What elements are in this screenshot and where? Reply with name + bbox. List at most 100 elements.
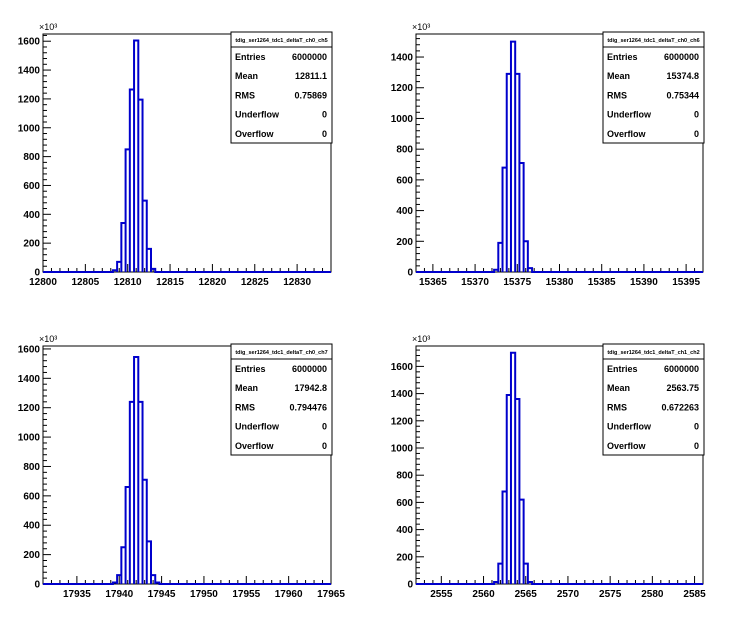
y-tick-label: 1600 bbox=[18, 37, 41, 48]
y-tick-label: 1400 bbox=[391, 53, 414, 64]
stats-value: 0.672263 bbox=[661, 402, 699, 412]
y-tick-label: 200 bbox=[396, 237, 413, 248]
y-tick-label: 1600 bbox=[18, 344, 41, 355]
y-tick-label: 1200 bbox=[391, 83, 414, 94]
stats-label: Mean bbox=[607, 383, 630, 393]
y-tick-label: 0 bbox=[34, 580, 40, 591]
x-tick-label: 15375 bbox=[503, 277, 531, 288]
x-tick-label: 12815 bbox=[156, 277, 184, 288]
x-tick-label: 12820 bbox=[199, 277, 227, 288]
stats-value: 0.75344 bbox=[666, 90, 699, 100]
x-tick-label: 12825 bbox=[241, 277, 269, 288]
stats-label: Underflow bbox=[235, 110, 280, 120]
y-tick-label: 1400 bbox=[391, 389, 414, 400]
stats-label: Underflow bbox=[607, 422, 652, 432]
stats-value: 2563.75 bbox=[666, 383, 699, 393]
y-exponent-label: ×10³ bbox=[39, 334, 57, 344]
stats-box: tdig_ser1264_tdc1_deltaT_ch0_ch5 Entries 6… bbox=[230, 31, 333, 144]
y-tick-label: 400 bbox=[23, 521, 40, 532]
stats-label: Mean bbox=[235, 383, 258, 393]
x-tick-label: 2585 bbox=[683, 589, 706, 600]
stats-label: RMS bbox=[607, 90, 627, 100]
y-tick-label: 1000 bbox=[18, 123, 41, 134]
stats-value: 0.794476 bbox=[289, 402, 327, 412]
histogram-line bbox=[416, 351, 703, 585]
x-tick-label: 17935 bbox=[63, 589, 91, 600]
y-tick-label: 400 bbox=[396, 206, 413, 217]
y-tick-label: 1200 bbox=[18, 94, 41, 105]
stats-value: 6000000 bbox=[292, 364, 327, 374]
stats-value: 6000000 bbox=[292, 52, 327, 62]
x-tick-label: 15390 bbox=[630, 277, 658, 288]
y-tick-label: 200 bbox=[396, 552, 413, 563]
stats-value: 0 bbox=[322, 422, 327, 432]
stats-label: Underflow bbox=[235, 422, 280, 432]
x-tick-label: 17950 bbox=[190, 589, 218, 600]
y-tick-label: 1000 bbox=[391, 444, 414, 455]
histogram-line bbox=[43, 39, 331, 273]
stats-box-frame bbox=[230, 343, 333, 456]
histogram-title: tdig_ser1264_tdc1_deltaT_ch0_ch7 bbox=[235, 350, 327, 356]
x-tick-label: 2575 bbox=[599, 589, 622, 600]
stats-value: 0 bbox=[694, 441, 699, 451]
y-tick-label: 1000 bbox=[391, 114, 414, 125]
y-exponent-label: ×10³ bbox=[412, 334, 430, 344]
x-tick-label: 15370 bbox=[461, 277, 489, 288]
stats-label: Overflow bbox=[235, 129, 275, 139]
stats-value: 0 bbox=[694, 422, 699, 432]
y-tick-label: 1200 bbox=[391, 416, 414, 427]
x-tick-label: 17945 bbox=[148, 589, 176, 600]
stats-value: 0 bbox=[322, 110, 327, 120]
y-tick-label: 800 bbox=[396, 471, 413, 482]
y-exponent-label: ×10³ bbox=[412, 22, 430, 32]
y-tick-label: 400 bbox=[23, 210, 40, 221]
x-tick-label: 15365 bbox=[419, 277, 447, 288]
stats-value: 12811.1 bbox=[295, 71, 327, 81]
histogram-pad-3: 0 200 400 600 800 1000 1200 1400 1600×10³ 17935 17… bbox=[18, 334, 346, 600]
y-tick-label: 800 bbox=[396, 145, 413, 156]
stats-value: 0 bbox=[694, 129, 699, 139]
x-tick-label: 12805 bbox=[71, 277, 99, 288]
stats-value: 0 bbox=[322, 129, 327, 139]
stats-value: 0.75869 bbox=[294, 90, 327, 100]
y-tick-label: 0 bbox=[407, 580, 413, 591]
stats-value: 17942.8 bbox=[294, 383, 327, 393]
y-tick-label: 1200 bbox=[18, 403, 41, 414]
y-tick-label: 1400 bbox=[18, 374, 41, 385]
x-tick-label: 17960 bbox=[275, 589, 303, 600]
x-tick-label: 15380 bbox=[546, 277, 574, 288]
x-tick-label: 12810 bbox=[114, 277, 142, 288]
stats-label: RMS bbox=[235, 402, 255, 412]
stats-box-frame bbox=[602, 343, 705, 456]
stats-box: tdig_ser1264_tdc1_deltaT_ch0_ch7 Entries 6… bbox=[230, 343, 333, 456]
stats-label: Entries bbox=[607, 52, 638, 62]
x-tick-label: 17955 bbox=[232, 589, 260, 600]
histogram-pad-2: 0 200 400 600 800 1000 1200 1400 ×10³ 15365 15370 1… bbox=[391, 22, 705, 288]
y-tick-label: 1000 bbox=[18, 433, 41, 444]
y-tick-label: 600 bbox=[396, 498, 413, 509]
y-tick-label: 0 bbox=[407, 268, 413, 279]
x-tick-label: 12830 bbox=[283, 277, 311, 288]
x-tick-label: 17965 bbox=[317, 589, 345, 600]
stats-label: RMS bbox=[235, 90, 255, 100]
x-tick-label: 2570 bbox=[557, 589, 580, 600]
stats-box: tdig_ser1264_tdc1_deltaT_ch0_ch6 Entries 6… bbox=[602, 31, 705, 144]
y-exponent-label: ×10³ bbox=[39, 22, 57, 32]
histogram-pad-4: 0 200 400 600 800 1000 1200 1400 1600 ×10³ 2555 256… bbox=[391, 334, 706, 600]
stats-label: Entries bbox=[235, 364, 266, 374]
stats-box-frame bbox=[230, 31, 333, 144]
stats-box: tdig_ser1264_tdc1_deltaT_ch1_ch2 Entries 6… bbox=[602, 343, 705, 456]
stats-label: Overflow bbox=[235, 441, 275, 451]
stats-box-frame bbox=[602, 31, 705, 144]
x-tick-label: 15385 bbox=[588, 277, 616, 288]
stats-value: 15374.8 bbox=[666, 71, 699, 81]
histogram-line bbox=[416, 40, 703, 273]
y-tick-label: 800 bbox=[23, 152, 40, 163]
x-tick-label: 2565 bbox=[515, 589, 538, 600]
y-tick-label: 600 bbox=[23, 181, 40, 192]
y-tick-label: 1400 bbox=[18, 66, 41, 77]
y-tick-label: 1600 bbox=[391, 362, 414, 373]
stats-label: Entries bbox=[607, 364, 638, 374]
y-tick-label: 200 bbox=[23, 239, 40, 250]
